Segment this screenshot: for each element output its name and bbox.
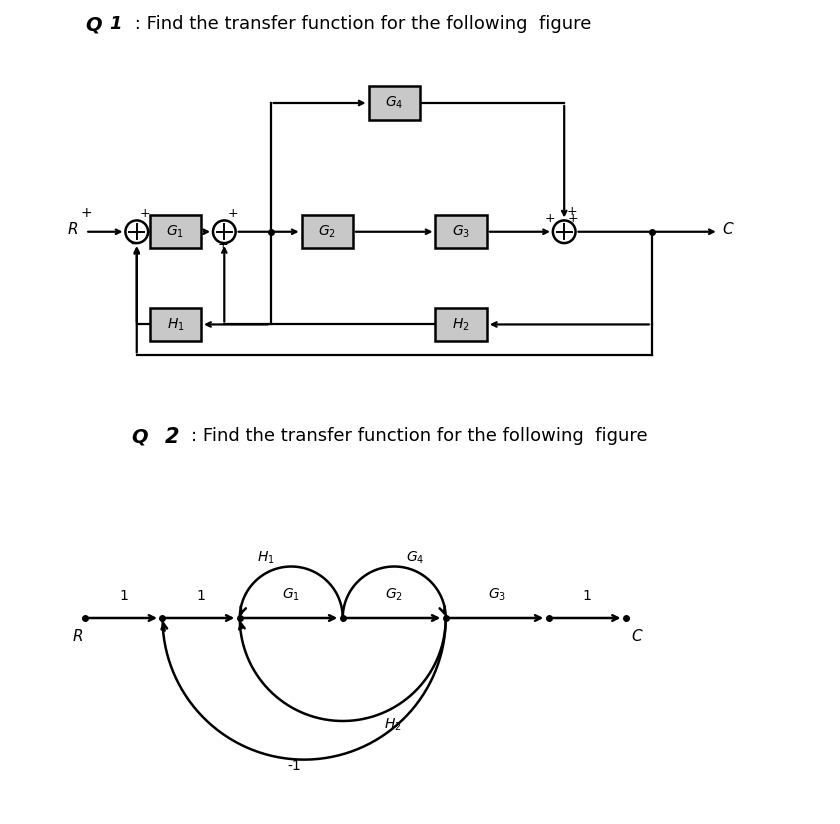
Circle shape	[125, 220, 148, 243]
FancyBboxPatch shape	[302, 215, 353, 249]
Text: $H_1$: $H_1$	[166, 316, 184, 333]
Text: Q: Q	[85, 16, 102, 35]
Text: -1: -1	[287, 759, 301, 773]
Text: Q: Q	[132, 428, 155, 447]
FancyBboxPatch shape	[369, 87, 420, 119]
Text: +: +	[567, 213, 578, 226]
Text: $G_4$: $G_4$	[406, 550, 424, 566]
Text: C: C	[723, 222, 733, 237]
Text: $G_1$: $G_1$	[166, 223, 184, 240]
Text: $H_1$: $H_1$	[257, 550, 275, 566]
FancyBboxPatch shape	[435, 307, 487, 341]
Text: 2: 2	[165, 428, 180, 447]
Text: $H_2$: $H_2$	[453, 316, 470, 333]
Text: +: +	[218, 238, 228, 251]
FancyBboxPatch shape	[435, 215, 487, 249]
Text: +: +	[80, 206, 92, 220]
Text: 1: 1	[583, 588, 592, 602]
Text: $H_2$: $H_2$	[384, 717, 402, 733]
FancyBboxPatch shape	[150, 307, 201, 341]
Text: $G_1$: $G_1$	[282, 586, 300, 602]
Text: $G_2$: $G_2$	[318, 223, 336, 240]
Text: 1: 1	[197, 588, 206, 602]
Text: R: R	[72, 630, 83, 644]
Text: +: +	[139, 208, 150, 220]
Text: 1: 1	[119, 588, 129, 602]
Text: +: +	[544, 213, 555, 226]
Circle shape	[553, 220, 575, 243]
Circle shape	[213, 220, 236, 243]
Text: $G_4$: $G_4$	[385, 95, 403, 111]
FancyBboxPatch shape	[150, 215, 201, 249]
Text: -: -	[130, 236, 136, 251]
Text: $G_3$: $G_3$	[488, 586, 507, 602]
Text: C: C	[631, 630, 642, 644]
Text: +: +	[566, 205, 577, 218]
Text: $G_2$: $G_2$	[386, 586, 403, 602]
Text: 1: 1	[109, 16, 122, 34]
Text: : Find the transfer function for the following  figure: : Find the transfer function for the fol…	[129, 16, 591, 34]
Text: $G_3$: $G_3$	[452, 223, 470, 240]
Text: +: +	[228, 208, 238, 220]
Text: : Find the transfer function for the following  figure: : Find the transfer function for the fol…	[191, 428, 648, 446]
Text: R: R	[67, 222, 78, 237]
